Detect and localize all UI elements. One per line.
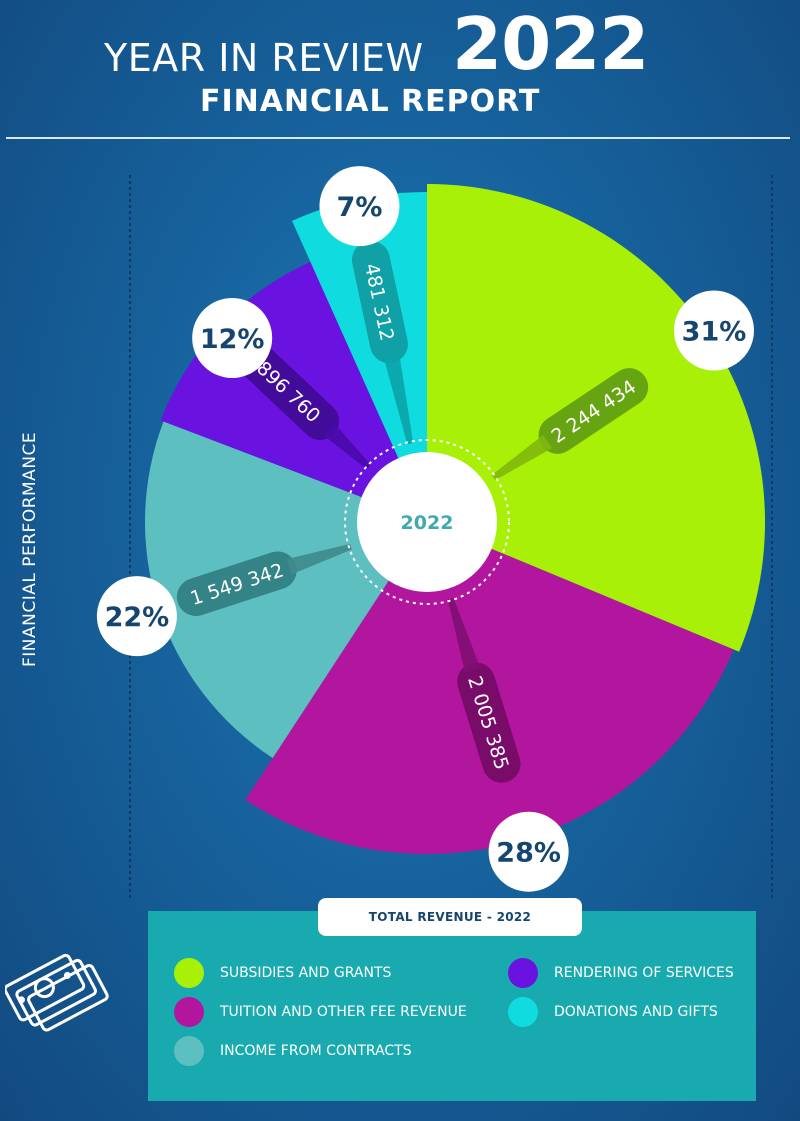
legend-dot xyxy=(174,997,204,1027)
title-block: YEAR IN REVIEW 2022 FINANCIAL REPORT xyxy=(0,0,800,140)
value-pointer-5: 481 312 xyxy=(351,240,414,445)
value-pill xyxy=(538,368,649,454)
percent-badge-3: 22% xyxy=(96,576,177,657)
legend-item-contracts: INCOME FROM CONTRACTS xyxy=(174,1036,412,1066)
title-year: 2022 xyxy=(452,2,649,86)
percent-badge-5: 7% xyxy=(319,166,400,247)
title-financial-report: FINANCIAL REPORT xyxy=(200,84,541,119)
value-pill xyxy=(351,240,408,364)
legend-item-subsidies: SUBSIDIES AND GRANTS xyxy=(174,958,391,988)
percent-badge-4: 12% xyxy=(192,297,273,378)
pie-slice-3 xyxy=(145,421,427,759)
legend-dot xyxy=(508,997,538,1027)
pie-center: 2022 xyxy=(344,439,510,605)
badge-circle xyxy=(488,811,569,892)
percent-label: 7% xyxy=(337,192,383,223)
value-pointer-tail xyxy=(286,543,352,575)
value-pointer-tail xyxy=(383,354,414,445)
legend-title: TOTAL REVENUE - 2022 xyxy=(318,898,582,936)
value-pointer-tail xyxy=(491,434,553,481)
value-pointer-3: 1 549 342 xyxy=(176,543,352,617)
percent-label: 22% xyxy=(105,602,170,633)
percent-badge-2: 28% xyxy=(488,811,569,892)
legend-label: DONATIONS AND GIFTS xyxy=(554,1004,718,1020)
percent-label: 12% xyxy=(200,324,265,355)
legend-dot xyxy=(174,1036,204,1066)
center-label: 2022 xyxy=(401,512,454,534)
legend-item-rendering: RENDERING OF SERVICES xyxy=(508,958,734,988)
legend-label: SUBSIDIES AND GRANTS xyxy=(220,965,392,981)
title-divider xyxy=(6,137,790,139)
percent-label: 31% xyxy=(682,317,747,348)
percent-badge-1: 31% xyxy=(673,290,754,371)
value-pointer-tail xyxy=(447,597,481,673)
legend-panel xyxy=(148,911,756,1101)
badge-circle xyxy=(192,297,273,378)
value-pointer-tail xyxy=(323,423,371,470)
badge-circle xyxy=(96,576,177,657)
money-bills-icon xyxy=(5,953,109,1032)
legend-label: TUITION AND OTHER FEE REVENUE xyxy=(220,1004,467,1020)
legend-dot xyxy=(174,958,204,988)
value-pill xyxy=(457,662,521,783)
percent-label: 28% xyxy=(496,838,561,869)
title-year-in-review: YEAR IN REVIEW xyxy=(104,36,424,80)
badge-circle xyxy=(673,290,754,371)
legend-item-donations: DONATIONS AND GIFTS xyxy=(508,997,718,1027)
value-pill xyxy=(176,551,297,617)
legend-item-tuition: TUITION AND OTHER FEE REVENUE xyxy=(174,997,467,1027)
legend-label: RENDERING OF SERVICES xyxy=(554,965,734,981)
badge-circle xyxy=(319,166,400,247)
value-pill xyxy=(238,343,340,441)
percent-badges: 31% 28% 22% 12% 7% xyxy=(96,166,754,892)
legend-dot xyxy=(508,958,538,988)
center-disc xyxy=(357,452,497,592)
center-ring xyxy=(344,439,510,605)
legend-label: INCOME FROM CONTRACTS xyxy=(220,1043,412,1059)
